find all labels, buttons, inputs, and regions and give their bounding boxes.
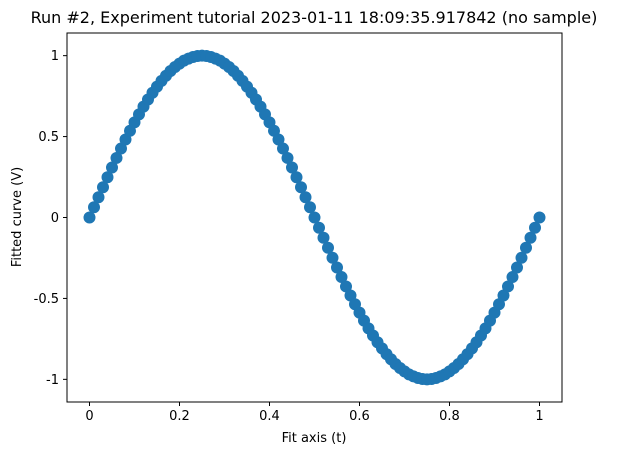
data-point [502,280,514,293]
x-tick-label: 0.8 [439,409,460,424]
x-axis-label: Fit axis (t) [282,431,347,446]
data-point [299,191,312,204]
data-point [520,241,532,254]
y-tick-label: 0.5 [38,130,59,145]
data-point [92,191,105,204]
data-point [115,142,127,155]
data-point [524,231,537,244]
x-tick-label: 0.6 [349,409,370,424]
y-tick-label: 0 [51,211,59,226]
y-tick-label: -1 [46,373,59,388]
data-point [340,280,352,293]
x-ticks: 0 0.2 0.4 0.6 0.8 1 [85,402,544,424]
data-point [106,161,118,174]
data-point [88,201,100,214]
data-point [281,151,294,164]
x-tick-label: 0.4 [259,409,280,424]
chart-title: Run #2, Experiment tutorial 2023-01-11 1… [31,8,598,27]
data-point [335,271,348,284]
y-ticks: -1 -0.5 0 0.5 1 [34,49,67,388]
y-axis-label: Fitted curve (V) [10,167,25,267]
data-point [506,271,519,284]
data-point [304,201,316,214]
data-point [313,221,325,234]
data-point [286,161,298,174]
x-tick-label: 0.2 [169,409,190,424]
data-point [322,241,334,254]
data-point [529,221,541,234]
data-point [277,142,289,155]
data-point [511,261,523,274]
x-tick-label: 1 [535,409,543,424]
data-point [110,151,123,164]
y-tick-label: 1 [51,49,59,64]
x-tick-label: 0 [85,409,93,424]
data-point [533,211,546,224]
data-point [295,181,307,194]
data-point [326,251,339,264]
data-point [331,261,343,274]
data-point [290,171,303,184]
points-layer [83,49,546,386]
data-point [272,133,285,146]
data-point [101,171,114,184]
data-point [317,231,330,244]
data-point [83,211,96,224]
data-point [97,181,109,194]
data-point [515,251,528,264]
data-point [497,289,510,302]
data-point [308,211,321,224]
y-tick-label: -0.5 [34,292,59,307]
